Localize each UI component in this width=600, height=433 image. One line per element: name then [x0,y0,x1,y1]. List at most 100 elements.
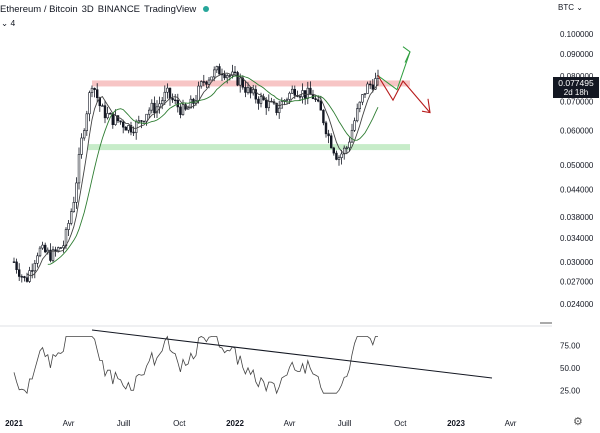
candle-body [54,249,57,252]
price-tick-label: 0.034000 [560,234,594,243]
candle-body [371,84,374,90]
candle-body [153,102,156,114]
candle-body [293,88,296,96]
candle-body [23,276,26,279]
candle-body [103,105,107,119]
candle-body [148,109,151,115]
candle-body [337,157,341,160]
indicators-toggle[interactable]: ⌄ 4 [1,18,16,28]
rsi-tick-label: 50.00 [560,364,581,373]
candle-body [129,125,133,133]
candle-body [249,87,252,94]
candle-body [49,249,52,261]
time-tick-label: Avr [63,419,75,428]
candle-body [218,66,221,75]
settings-gear-icon[interactable]: ⚙ [573,416,583,428]
candle-body [187,107,190,110]
candle-body [327,133,330,137]
source-label: TradingView [144,3,197,15]
candle-body [67,223,70,230]
candle-body [288,92,291,100]
candle-body [353,120,356,131]
candle-body [340,153,343,158]
chart-header: Ethereum / Bitcoin 3D BINANCE TradingVie… [0,0,213,18]
candle-body [207,79,211,85]
candle-body [114,115,117,125]
market-open-indicator-icon [203,6,210,12]
candle-body [101,105,104,107]
candle-body [197,85,200,101]
candle-body [210,76,213,81]
candle-body [150,102,153,111]
candle-body [205,81,208,85]
candle-body [342,147,346,155]
candle-body [137,120,140,123]
candle-body [192,98,195,104]
candle-body [85,113,89,131]
candle-body [239,77,242,86]
candle-body [223,74,226,79]
price-axis[interactable]: 0.100000 0.090000 0.080000 0.070000 0.060000… [560,30,594,309]
candle-body [17,269,21,277]
candle-body [309,87,312,95]
candle-body [43,244,47,253]
support-zone[interactable] [88,144,410,151]
candle-body [264,99,268,109]
exchange-label: BINANCE [97,3,141,15]
interval-label[interactable]: 3D [81,3,94,15]
resistance-zone[interactable] [92,80,410,87]
candle-body [290,88,294,94]
candle-body [93,87,96,90]
rsi-tick-label: 75.00 [560,342,581,351]
currency-select[interactable]: BTC ⌄ [558,3,583,12]
candle-body [285,99,289,101]
time-tick-label: Oct [394,419,407,428]
candle-body [277,107,281,113]
candle-body [316,99,320,102]
candle-body [298,96,302,98]
candle-body [72,202,76,212]
candle-body [38,247,42,257]
candle-body [124,126,128,131]
last-price-label: 0.077495 2d 18h [553,77,599,98]
candle-body [215,66,218,71]
candle-body [374,78,377,90]
candle-body [189,98,192,109]
candle-body [226,75,229,79]
time-tick-label: 2022 [226,419,244,428]
moving-average-slow [47,75,379,265]
candle-body [145,113,148,122]
symbol-name[interactable]: Ethereum / Bitcoin [0,3,78,15]
candle-body [275,102,278,113]
candle-body [56,247,60,252]
bar-countdown: 2d 18h [564,88,588,97]
candle-body [324,122,328,135]
candle-body [140,120,143,122]
candle-body [30,270,34,272]
rsi-trendline[interactable] [91,329,493,379]
time-tick-label: Oct [173,419,186,428]
price-tick-label: 0.030000 [560,258,594,267]
candle-body [122,121,125,128]
rsi-axis: 75.00 50.00 25.00 [560,342,581,396]
candle-body [83,130,86,139]
time-tick-label: Juill [338,419,352,428]
candle-body [314,98,317,101]
candle-body [158,103,161,108]
price-tick-label: 0.038000 [560,213,594,222]
candle-body [358,101,361,110]
candle-body [119,120,122,123]
time-tick-label: Avr [284,419,296,428]
bullish-arrowhead-icon [402,46,411,63]
last-price-value: 0.077495 [558,78,594,88]
candle-body [88,92,91,115]
candle-body [184,104,187,110]
bearish-arrowhead-icon [421,98,431,114]
candle-body [345,147,348,149]
candle-body [236,72,239,86]
candle-body [77,154,81,184]
candle-body [181,104,185,115]
time-axis[interactable]: 2021 Avr Juill Oct 2022 Avr Juill Oct 2023 Avr [5,419,517,428]
candle-body [106,113,109,119]
